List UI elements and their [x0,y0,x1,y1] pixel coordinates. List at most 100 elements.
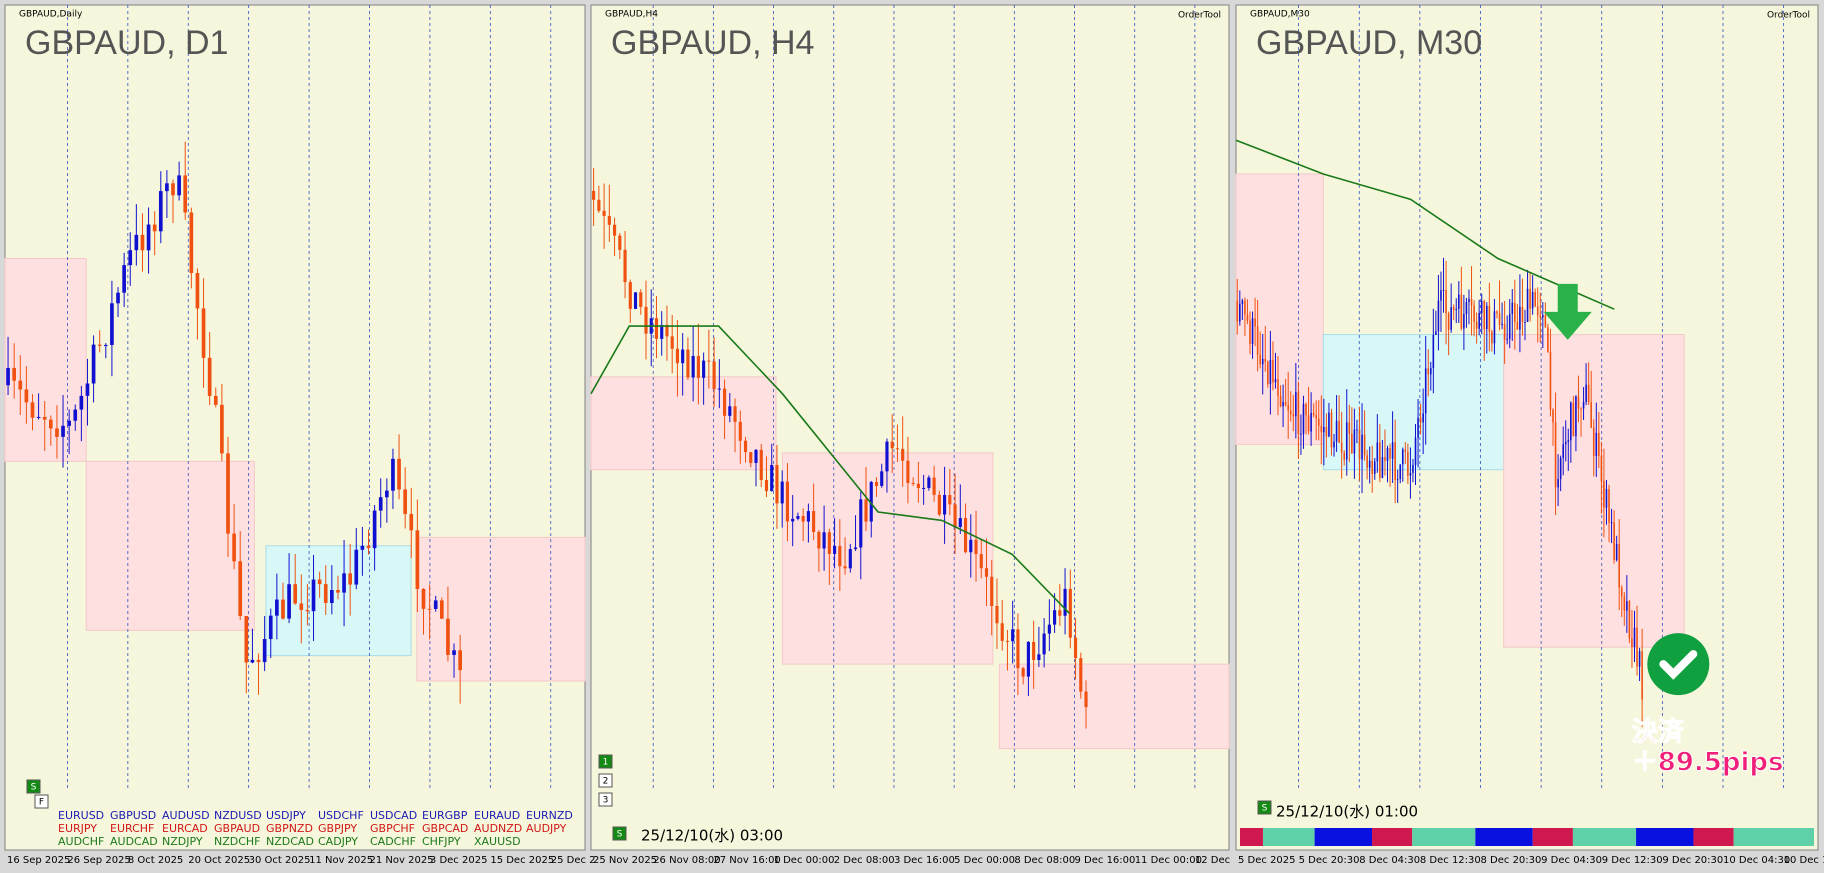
candle-body [397,458,401,490]
toolbar-button-label[interactable]: S [1262,804,1268,814]
toolbar-button[interactable] [598,792,613,807]
symbol-link[interactable]: EURGBP [422,809,468,822]
symbol-link[interactable]: AUDCAD [110,835,158,848]
candle-body [1613,522,1615,560]
candle-body [995,606,999,624]
toolbar-button-label[interactable]: 1 [603,758,609,768]
symbol-link[interactable]: USDCAD [370,809,417,822]
candle-body [1460,294,1463,329]
symbol-link[interactable]: AUDNZD [474,822,522,835]
candle-body [901,448,905,461]
candle-body [110,303,114,345]
candle-body [1292,414,1295,417]
symbol-link[interactable]: GBPJPY [318,822,357,835]
symbol-link[interactable]: NZDCHF [214,835,261,848]
candle-body [1424,368,1427,414]
symbol-link[interactable]: USDCHF [318,809,364,822]
symbol-link[interactable]: GBPCHF [370,822,415,835]
symbol-link[interactable]: EURAUD [474,809,520,822]
chart-title: GBPAUD, M30 [1256,24,1482,62]
toolbar-button[interactable] [598,773,613,788]
candle-body [916,483,920,489]
symbol-link[interactable]: EURJPY [58,822,97,835]
candle-body [822,532,826,549]
candle-body [189,212,194,274]
order-tool-label[interactable]: OrderTool [1767,11,1810,21]
toolbar-button-label[interactable]: F [39,798,44,808]
toolbar-button-label[interactable]: S [31,783,37,793]
candle-body [796,516,800,519]
candle-body [1514,302,1516,323]
symbol-link[interactable]: AUDCHF [58,835,104,848]
candle-body [874,481,879,486]
symbol-link[interactable]: CADJPY [318,835,358,848]
candle-body [1631,638,1633,647]
candle-body [723,388,727,416]
candle-body [1312,412,1315,415]
candle-body [1323,426,1325,433]
symbol-link[interactable]: EURNZD [526,809,573,822]
candle-body [1628,601,1631,639]
toolbar-button[interactable] [1257,800,1272,815]
symbol-link[interactable]: GBPCAD [422,822,468,835]
symbol-link[interactable]: CHFJPY [422,835,461,848]
symbol-link[interactable]: GBPAUD [214,822,260,835]
candle-body [91,344,96,384]
symbol-link[interactable]: EURCHF [110,822,154,835]
x-axis-label: 5 Dec 00:00 [954,855,1015,866]
toolbar-button[interactable] [612,826,627,841]
symbol-link[interactable]: GBPNZD [266,822,313,835]
candle-body [1244,300,1246,315]
toolbar-button[interactable] [598,754,613,769]
toolbar-button[interactable] [26,779,41,794]
candle-body [452,650,456,655]
symbol-caption: GBPAUD,H4 [605,10,658,20]
candle-body [1557,479,1559,488]
candle-body [311,579,316,612]
candle-body [1058,610,1062,616]
candle-body [1567,440,1570,443]
candle-body [177,175,181,196]
candle-body [691,355,695,378]
candle-body [1353,429,1356,454]
candle-body [439,600,444,619]
symbol-link[interactable]: CADCHF [370,835,416,848]
candle-body [1435,331,1437,335]
candle-body [597,199,601,211]
x-axis-label: 8 Dec 04:30 [1359,855,1420,866]
toolbar-button[interactable] [34,794,49,809]
symbol-link[interactable]: EURUSD [58,809,104,822]
exit-annotation: 決済 [1632,717,1685,748]
candle-body [366,545,371,549]
candle-body [1641,651,1643,700]
candle-body [707,360,711,362]
order-tool-label[interactable]: OrderTool [1178,11,1221,21]
symbol-link[interactable]: NZDUSD [214,809,262,822]
moving-average [590,325,1071,614]
timestamp: 25/12/10(水) 01:00 [1276,803,1418,821]
toolbar-button-label[interactable]: 3 [603,796,609,806]
symbol-link[interactable]: AUDJPY [526,822,567,835]
candle-body [958,518,962,527]
symbol-link[interactable]: XAUUSD [474,835,521,848]
symbol-link[interactable]: NZDCAD [266,835,314,848]
candle-body [1289,410,1292,415]
toolbar-button-label[interactable]: 2 [603,777,609,787]
toolbar-button-label[interactable]: S [617,830,623,840]
x-axis-label: 8 Dec 08:00 [1014,855,1075,866]
candle-body [1363,434,1366,456]
symbol-link[interactable]: NZDJPY [162,835,203,848]
symbol-link[interactable]: AUDUSD [162,809,210,822]
candle-body [1366,455,1368,468]
candle-body [158,191,163,232]
price-zone [1503,334,1685,648]
candle-body [1511,302,1514,315]
candle-body [1021,668,1025,677]
candle-body [1412,465,1414,473]
symbol-link[interactable]: GBPUSD [110,809,156,822]
symbol-link[interactable]: USDJPY [266,809,306,822]
candle-body [348,573,353,585]
candle-body [1026,641,1030,677]
symbol-link[interactable]: EURCAD [162,822,208,835]
